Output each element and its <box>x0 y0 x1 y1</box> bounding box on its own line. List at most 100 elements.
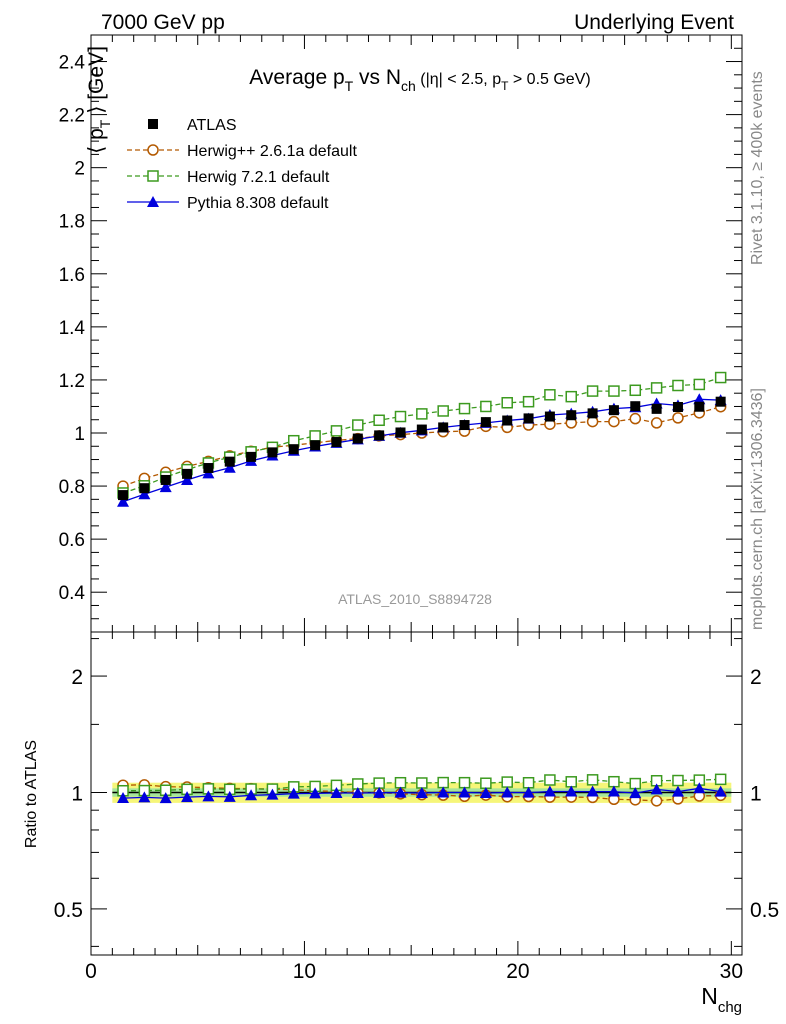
data-point <box>586 385 599 397</box>
data-point <box>672 774 684 787</box>
legend-item: Herwig++ 2.6.1a default <box>127 143 357 160</box>
data-point <box>714 785 727 797</box>
main-series <box>117 371 727 507</box>
data-point <box>203 463 214 474</box>
data-point <box>480 777 492 789</box>
data-point <box>630 401 641 412</box>
data-point <box>629 787 642 799</box>
data-point <box>671 785 684 797</box>
analysis-label: Underlying Event <box>574 11 734 34</box>
y-tick-label: 0.8 <box>59 477 85 498</box>
data-point <box>629 777 642 790</box>
main-y-axis-label: ⟨ pT ⟩ [GeV] <box>85 46 113 154</box>
data-point <box>331 437 342 448</box>
data-point <box>587 408 598 419</box>
data-point <box>245 789 258 801</box>
data-point <box>608 415 620 428</box>
data-point <box>544 411 555 422</box>
data-point <box>352 433 363 444</box>
data-point <box>501 776 513 788</box>
data-point <box>629 384 642 397</box>
data-point <box>351 787 364 799</box>
mcplots-label: mcplots.cern.ch [arXiv:1306.3436] <box>749 388 766 630</box>
data-point <box>394 776 407 789</box>
series-0 <box>118 396 726 501</box>
data-point <box>693 782 706 794</box>
data-point <box>416 424 427 435</box>
y-tick-label: 2.4 <box>59 53 86 74</box>
legend-label: Herwig 7.2.1 default <box>187 169 330 186</box>
data-point <box>288 444 299 455</box>
data-point <box>458 786 471 798</box>
y-tick-label: 0.4 <box>59 583 86 604</box>
data-point <box>310 440 321 451</box>
legend-label: Herwig++ 2.6.1a default <box>187 143 357 160</box>
ratio-series-3 <box>117 782 727 804</box>
data-point <box>522 786 535 798</box>
data-point <box>693 393 706 405</box>
ratio-y-tick-label-right: 2 <box>750 666 762 689</box>
data-point <box>437 405 449 417</box>
data-point <box>629 412 642 425</box>
data-point <box>479 786 492 798</box>
data-point <box>181 791 194 803</box>
data-point <box>267 447 278 458</box>
data-point <box>523 413 534 424</box>
data-point <box>223 461 236 473</box>
data-point <box>651 403 662 414</box>
data-point <box>202 790 215 802</box>
data-point <box>352 419 364 431</box>
data-point <box>416 408 428 420</box>
data-point <box>458 402 471 415</box>
data-point <box>287 787 300 799</box>
data-point <box>715 396 726 407</box>
data-point <box>565 390 577 403</box>
data-point <box>608 385 620 397</box>
data-point <box>522 776 535 789</box>
data-point <box>650 417 663 429</box>
data-point <box>480 400 492 413</box>
data-point <box>566 410 577 421</box>
ratio-y-tick-label: 1 <box>71 782 83 805</box>
data-point <box>373 414 385 427</box>
data-point <box>437 776 449 789</box>
x-tick-label: 20 <box>506 960 529 983</box>
y-tick-label: 2 <box>74 159 85 180</box>
data-point <box>586 774 599 786</box>
legend: ATLAS Herwig++ 2.6.1a default Herwig 7.2.1… <box>127 117 357 212</box>
data-point <box>543 785 556 797</box>
data-point <box>458 776 471 789</box>
y-tick-label: 1.4 <box>59 318 86 339</box>
data-point <box>586 785 599 797</box>
legend-label: Pythia 8.308 default <box>187 195 329 212</box>
data-point <box>608 405 619 416</box>
data-point <box>672 401 683 412</box>
data-point <box>501 786 514 798</box>
data-point <box>714 371 727 384</box>
data-point <box>148 119 158 129</box>
data-point <box>160 474 171 485</box>
data-point <box>159 792 172 804</box>
main-plot-panel: Average pT vs Nch (|η| < 2.5, pT > 0.5 G… <box>59 34 743 633</box>
data-point <box>650 795 663 807</box>
x-tick-label: 30 <box>720 960 743 983</box>
legend-item: Pythia 8.308 default <box>127 195 329 212</box>
data-point <box>672 412 684 424</box>
x-axis-label: Nchg <box>701 983 742 1016</box>
ratio-y-tick-label: 0.5 <box>54 899 83 922</box>
data-point <box>650 382 663 394</box>
data-point <box>714 773 727 786</box>
y-tick-label: 0.6 <box>59 530 85 551</box>
data-point <box>693 378 706 391</box>
data-point <box>330 787 343 799</box>
rivet-label: Rivet 3.1.10, ≥ 400k events <box>749 71 766 265</box>
data-point <box>147 170 159 182</box>
data-point <box>395 427 406 438</box>
data-point <box>266 788 279 800</box>
data-point <box>544 774 556 786</box>
ratio-y-axis-label: Ratio to ATLAS <box>23 740 40 848</box>
ratio-plot-panel: Ratio to ATLAS 0.5 0.51 12 20 10 20 30 Nchg <box>23 631 779 1016</box>
ratio-axes: 0.5 0.51 12 20 10 20 30 <box>54 632 779 983</box>
data-point <box>565 785 578 797</box>
